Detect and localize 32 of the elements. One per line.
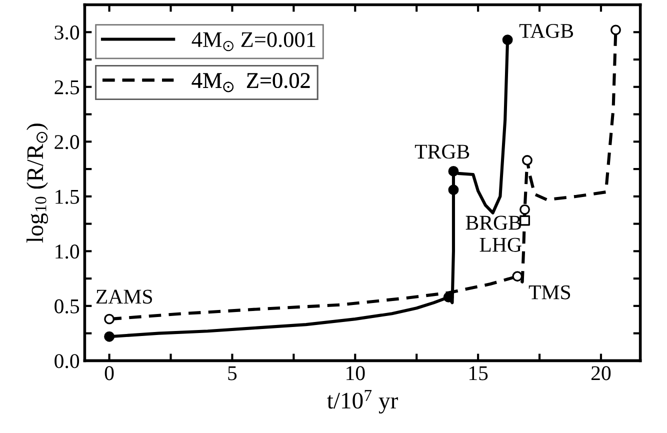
annotation: TRGB xyxy=(414,144,470,159)
x-tick-label: 10 xyxy=(346,366,365,380)
annotation: TMS xyxy=(528,285,570,300)
y-axis-title: log$_{10}$ (R/R$_{⊙}$) xyxy=(26,124,48,243)
x-tick-label: 20 xyxy=(591,366,611,380)
y-tick-label: 3.0 xyxy=(54,26,80,40)
point xyxy=(520,204,530,215)
point xyxy=(104,314,115,324)
point xyxy=(610,24,621,36)
annotation: TAGB xyxy=(519,24,574,38)
x-tick-label: 5 xyxy=(228,366,237,380)
legend-label: 4M$_{⊙}$ Z=0.001 xyxy=(192,32,316,52)
x-tick-label: 15 xyxy=(469,366,488,380)
y-tick-label: 1.5 xyxy=(56,190,80,204)
y-tick-label: 1.0 xyxy=(56,244,80,259)
legend-label: 4M$_{⊙}$ Z=0.02 xyxy=(192,73,310,92)
x-axis-title: t/10$^{7}$ yr xyxy=(327,390,398,414)
point xyxy=(502,34,513,46)
point xyxy=(448,184,459,196)
annotation: LHG xyxy=(480,238,522,252)
y-tick-label: 2.0 xyxy=(54,135,80,150)
annotation: ZAMS xyxy=(96,290,152,304)
point xyxy=(448,166,459,176)
point xyxy=(512,271,523,282)
x-tick-label: 0 xyxy=(104,366,114,380)
y-tick-label: 0.5 xyxy=(54,299,80,314)
point xyxy=(104,331,115,342)
annotation: BRGB xyxy=(466,216,521,230)
y-tick-label: 0.0 xyxy=(54,354,80,368)
y-tick-label: 2.5 xyxy=(54,80,80,94)
point xyxy=(522,155,532,166)
point xyxy=(443,292,454,302)
